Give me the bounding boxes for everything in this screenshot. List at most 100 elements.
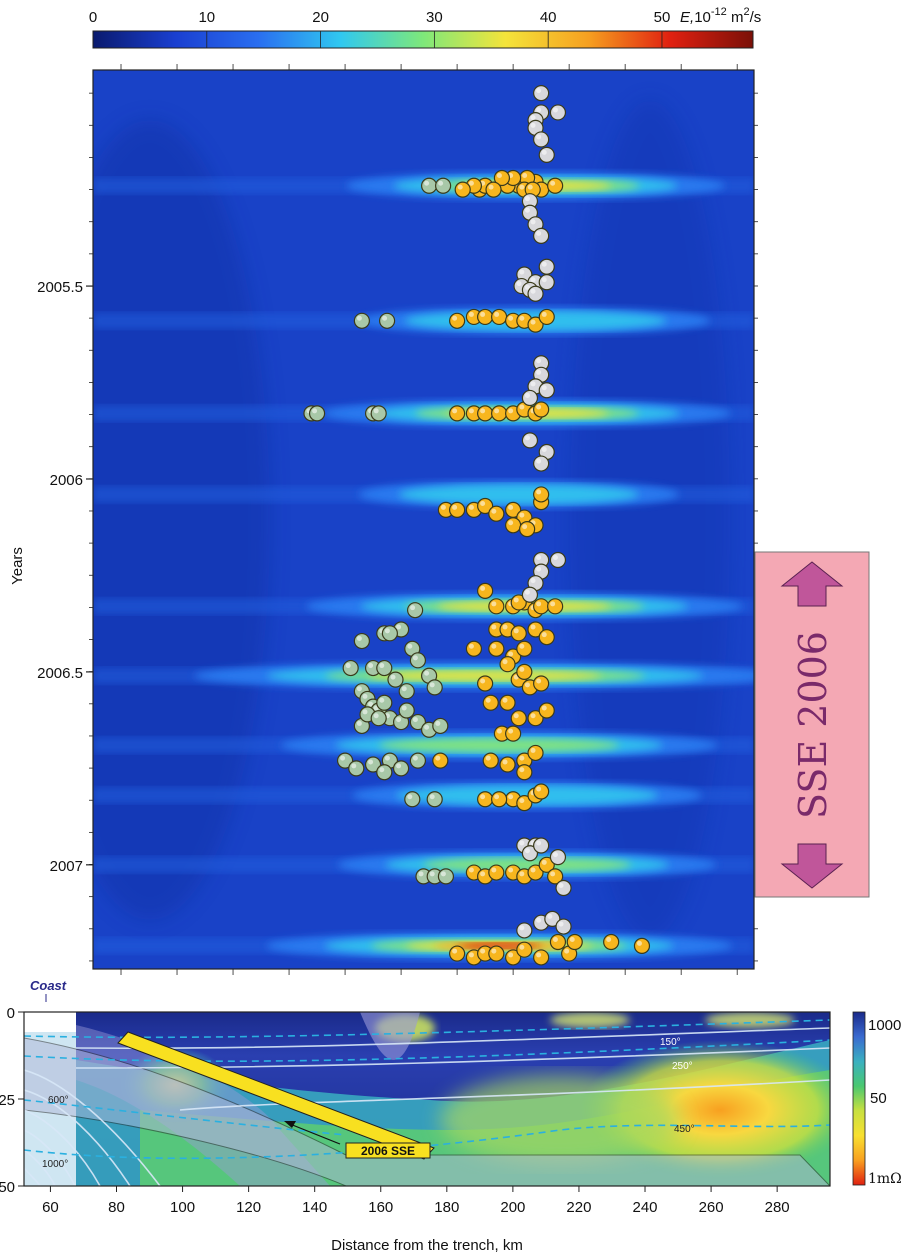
arrow-down-icon (780, 843, 844, 889)
event-point (533, 227, 550, 245)
event-point (376, 694, 393, 711)
earthquake-points (303, 85, 651, 966)
event-point (516, 663, 533, 681)
x-tick-label: 60 (42, 1199, 59, 1216)
colorbar-right-bar (852, 1011, 866, 1186)
event-point (381, 625, 398, 642)
event-point (477, 791, 494, 808)
event-point (488, 864, 505, 881)
event-point (426, 679, 443, 696)
event-point (491, 791, 508, 808)
cross-section: Coast (0, 978, 831, 1254)
event-point (477, 405, 494, 422)
event-point (409, 752, 426, 769)
event-point (488, 640, 505, 657)
colorbar-top-tick: 0 (89, 9, 97, 26)
event-point (435, 177, 452, 194)
event-point (533, 131, 550, 148)
event-point (549, 551, 567, 569)
event-point (566, 933, 583, 951)
event-point (533, 455, 550, 472)
event-point (409, 652, 426, 669)
sse-segment (117, 1031, 435, 1160)
event-point (426, 791, 443, 808)
event-point (549, 104, 567, 121)
event-point (516, 941, 533, 958)
cross-section-ticks: 60 80 100 120 140 160 180 200 220 240 260 280 0 25 50 (0, 1005, 790, 1216)
event-point (521, 586, 539, 603)
event-point (449, 501, 466, 518)
x-tick-label: 140 (302, 1199, 327, 1216)
colorbar-top-label: E,10-12 m2/s (680, 6, 761, 26)
event-point (370, 710, 387, 727)
year-tick-label: 2006.5 (37, 665, 83, 682)
event-point (549, 849, 567, 866)
x-tick-label: 160 (368, 1199, 393, 1216)
event-point (376, 764, 393, 781)
sse-2006-rect (754, 551, 870, 898)
event-point (633, 937, 651, 954)
event-point (437, 868, 455, 885)
event-point (516, 640, 533, 657)
event-point (499, 694, 516, 711)
event-point (477, 582, 494, 599)
event-point (376, 659, 393, 677)
event-point (533, 85, 550, 102)
event-point (538, 308, 555, 326)
x-tick-label: 180 (434, 1199, 459, 1216)
colorbar-top-ticks: 0 10 20 30 40 50 (89, 9, 670, 48)
event-point (353, 312, 370, 329)
colorbar-right-tick-50: 50 (870, 1090, 887, 1107)
arrow-up-icon (780, 561, 844, 607)
band-core (396, 785, 659, 806)
event-point (308, 405, 326, 422)
colorbar-top-tick: 50 (654, 9, 671, 26)
depth-tick-label: 0 (7, 1005, 15, 1022)
isotherm-label-1000: 1000° (42, 1159, 68, 1170)
event-point (538, 258, 555, 275)
colorbar-right-tick-1m: 1mΩ (868, 1171, 902, 1187)
year-tick-label: 2007 (50, 858, 83, 875)
isotherm-label-450: 450° (674, 1124, 695, 1135)
year-tick-label: 2005.5 (37, 279, 83, 296)
event-point (527, 744, 544, 762)
main-panel-ticks: 2005.5 2006 2006.5 2007 (37, 64, 758, 975)
x-tick-label: 260 (699, 1199, 724, 1216)
event-point (519, 521, 536, 538)
depth-tick-label: 50 (0, 1179, 15, 1196)
event-point (547, 598, 564, 615)
event-point (499, 756, 516, 773)
event-point (538, 382, 555, 399)
event-point (485, 181, 502, 198)
main-panel: 2005.5 2006 2006.5 2007 Years (9, 64, 758, 975)
event-point (342, 659, 359, 677)
event-point (465, 640, 483, 657)
event-point (387, 671, 404, 688)
colorbar-top-tick: 10 (198, 9, 215, 26)
event-point (378, 312, 396, 329)
event-point (477, 675, 494, 692)
event-point (353, 632, 370, 650)
event-point (538, 702, 555, 719)
colorbar-top: 0 10 20 30 40 50 E,10-12 m2/s (89, 6, 761, 49)
y-axis-label: Years (9, 547, 26, 585)
colorbar-top-tick: 40 (540, 9, 557, 26)
event-point (505, 725, 522, 742)
year-tick-label: 2006 (50, 472, 83, 489)
isotherm-label-600: 600° (48, 1095, 69, 1106)
event-point (398, 702, 415, 719)
x-tick-label: 100 (170, 1199, 195, 1216)
event-point (533, 401, 550, 418)
x-tick-label: 80 (108, 1199, 125, 1216)
event-point (538, 629, 555, 646)
event-point (449, 312, 466, 329)
event-point (521, 389, 539, 407)
sse-2006-label: SSE 2006 (791, 631, 835, 819)
event-point (538, 274, 555, 291)
colorbar-top-tick: 20 (312, 9, 329, 26)
x-tick-label: 280 (765, 1199, 790, 1216)
event-point (533, 837, 550, 854)
sse-2006-box: SSE 2006 (754, 551, 870, 898)
event-point (491, 405, 508, 422)
